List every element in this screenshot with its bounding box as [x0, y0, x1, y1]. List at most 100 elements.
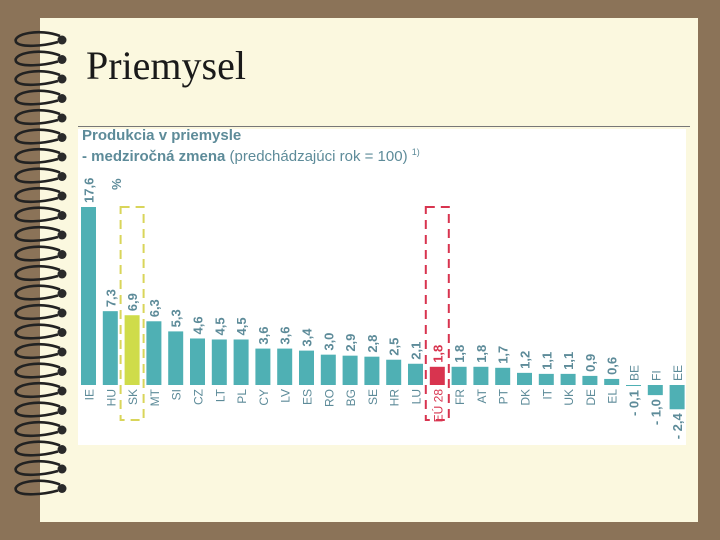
- category-label: FI: [649, 370, 663, 381]
- binding-ring: [14, 30, 67, 48]
- slide-title: Priemysel: [86, 43, 246, 88]
- bar-se: [364, 356, 380, 385]
- category-label: PL: [235, 389, 249, 404]
- binding-ring: [14, 225, 67, 243]
- category-label: IT: [540, 388, 554, 399]
- bar-fi: [647, 385, 663, 396]
- bar-be: [626, 385, 641, 387]
- bar-ro: [320, 354, 336, 385]
- binding-ring: [14, 323, 67, 340]
- category-label: AT: [475, 388, 489, 403]
- value-label: 5,3: [169, 309, 184, 327]
- value-label: 6,3: [147, 299, 162, 317]
- category-label: SK: [126, 389, 140, 405]
- binding-ring: [14, 420, 67, 438]
- value-label: 4,5: [234, 317, 249, 335]
- binding-ring: [14, 147, 67, 165]
- bar-lt: [211, 339, 227, 385]
- value-label: 1,8: [452, 345, 467, 363]
- category-label: IE: [83, 389, 97, 400]
- binding-ring: [14, 128, 67, 145]
- category-label: LT: [213, 388, 227, 402]
- spiral-binding: [14, 30, 67, 496]
- value-label: 3,6: [278, 327, 293, 345]
- bar-pl: [233, 339, 249, 385]
- bar-cy: [255, 348, 271, 385]
- value-label: 1,7: [496, 346, 511, 364]
- value-label: 1,1: [561, 352, 576, 370]
- category-label: SE: [366, 389, 380, 405]
- category-label: CZ: [192, 389, 206, 405]
- category-label: FR: [453, 389, 467, 405]
- bar-mt: [146, 321, 162, 385]
- bar-uk: [560, 373, 576, 385]
- value-label: 17,6: [82, 178, 97, 203]
- binding-ring: [14, 303, 67, 321]
- bar-hu: [102, 311, 118, 385]
- bar-de: [582, 375, 598, 385]
- value-label: 1,2: [518, 351, 533, 369]
- eu-highlight-box: [424, 206, 450, 421]
- binding-ring: [14, 479, 67, 496]
- category-label: MT: [148, 388, 162, 406]
- category-label: LV: [279, 389, 293, 403]
- value-label: 3,6: [256, 327, 271, 345]
- category-label: EE: [671, 365, 685, 381]
- bar-fr: [451, 366, 467, 385]
- value-label: 3,0: [321, 333, 336, 351]
- value-label: 4,6: [191, 316, 206, 334]
- bar-ie: [81, 207, 96, 385]
- value-label: 4,5: [212, 317, 227, 335]
- category-label: BG: [344, 389, 358, 406]
- category-label: DE: [584, 389, 598, 406]
- sk-highlight-box: [119, 206, 145, 421]
- binding-ring: [14, 459, 67, 477]
- chart-footnote-mark: 1): [411, 147, 420, 157]
- value-label: - 0,1: [627, 390, 642, 416]
- binding-ring: [14, 342, 67, 360]
- value-label: - 1,0: [648, 399, 663, 425]
- bar-si: [168, 331, 184, 385]
- value-label: 1,1: [539, 352, 554, 370]
- bar-pt: [495, 367, 511, 385]
- divider-line: [78, 126, 690, 127]
- category-label: HU: [104, 389, 118, 406]
- binding-ring: [14, 206, 67, 223]
- binding-ring: [14, 186, 67, 204]
- category-label: EÚ 28: [430, 389, 445, 423]
- value-label: 7,3: [103, 289, 118, 307]
- category-label: SI: [170, 389, 184, 400]
- bar-hr: [386, 359, 402, 385]
- binding-ring: [14, 284, 67, 301]
- value-label: 2,8: [365, 335, 380, 353]
- chart-title: Produkcia v priemysle: [82, 127, 242, 144]
- category-label: LU: [410, 389, 424, 404]
- chart-subtitle: - medziročná zmena (predchádzajúci rok =…: [82, 147, 420, 165]
- category-label: UK: [562, 389, 576, 406]
- bar-dk: [517, 372, 532, 385]
- value-label: 1,8: [430, 345, 445, 363]
- value-label: 2,5: [387, 338, 402, 356]
- binding-ring: [14, 69, 67, 87]
- bar-ee: [669, 385, 685, 410]
- binding-ring: [14, 89, 67, 106]
- bar-sk: [124, 315, 140, 385]
- chart-subtitle-rest: (predchádzajúci rok = 100): [225, 148, 408, 165]
- chart-subtitle-bold: - medziročná zmena: [82, 148, 226, 165]
- binding-ring: [14, 245, 67, 262]
- category-label: ES: [301, 389, 315, 405]
- category-label: PT: [497, 388, 511, 404]
- binding-ring: [14, 167, 67, 184]
- category-label: BE: [628, 365, 642, 381]
- bar-bg: [342, 355, 358, 385]
- category-label: HR: [388, 389, 402, 407]
- bar-lv: [277, 348, 293, 385]
- value-label: 0,6: [605, 357, 620, 375]
- bar-es: [299, 350, 314, 385]
- binding-ring: [14, 264, 67, 282]
- binding-ring: [14, 50, 67, 67]
- value-label: 2,9: [343, 334, 358, 352]
- category-label: EL: [606, 389, 620, 404]
- value-label: 6,9: [125, 293, 140, 311]
